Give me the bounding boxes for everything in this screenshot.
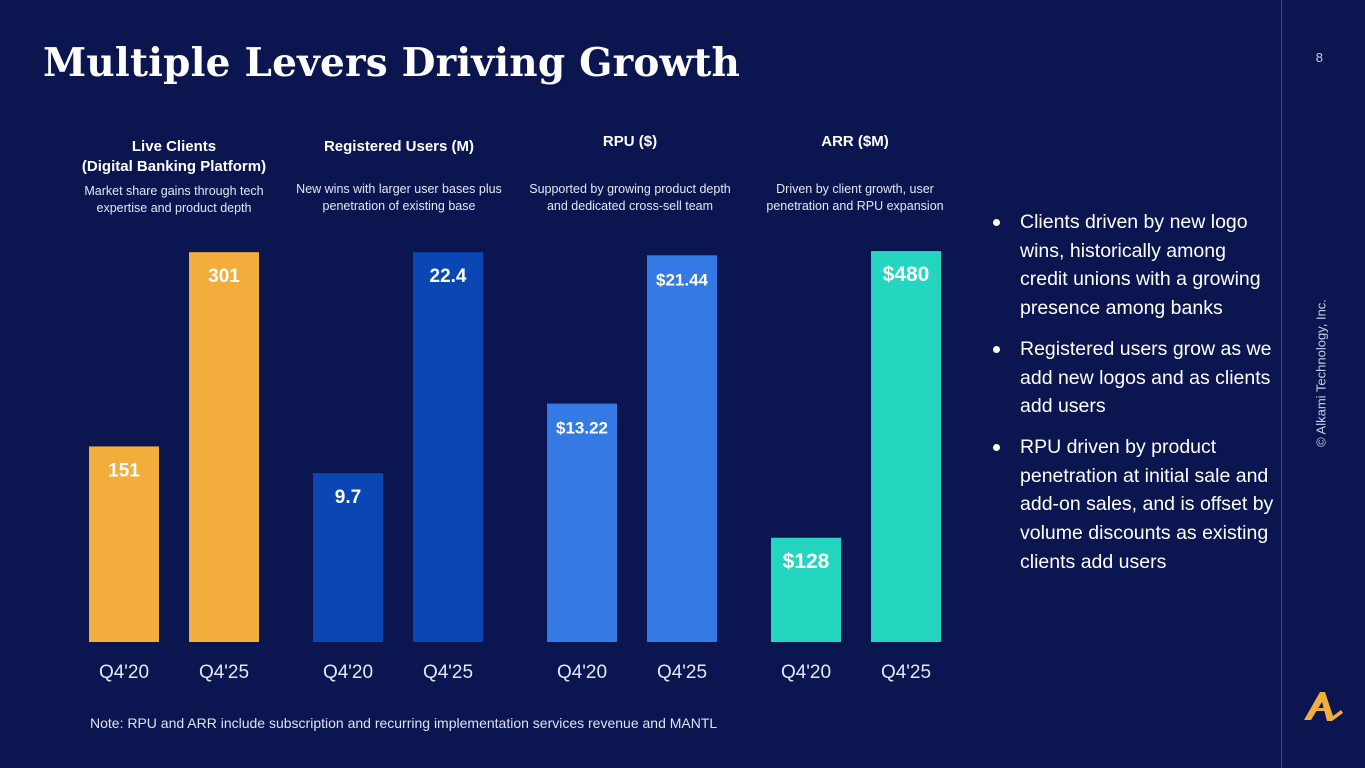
page-title: Multiple Levers Driving Growth [43,40,741,86]
bullet-item: Registered users grow as we add new logo… [990,335,1275,421]
panel-description-line: Driven by client growth, user [776,182,934,196]
bullet-item: RPU driven by product penetration at ini… [990,433,1275,577]
x-tick-label: Q4'20 [557,662,607,683]
bar-3-2 [647,255,717,642]
x-tick-label: Q4'20 [99,662,149,683]
panel-description-line: penetration and RPU expansion [766,199,944,213]
panel-description-line: New wins with larger user bases plus [296,182,502,196]
data-label: $128 [783,550,830,573]
bullet-dot [993,443,1000,451]
panel-description: Market share gains through tech expertis… [54,183,294,217]
data-label: $480 [883,263,930,286]
bar-4-1 [771,537,841,642]
data-label: 9.7 [335,487,361,508]
bar-4-2 [871,251,941,643]
vertical-divider [1281,0,1282,768]
bar-2-1 [313,473,383,642]
key-points-list: Clients driven by new logo wins, histori… [990,208,1275,588]
x-tick-label: Q4'20 [323,662,373,683]
panel-title: Live Clients [131,138,217,155]
page-number: 8 [1315,50,1323,65]
data-label: 151 [108,460,140,481]
bullet-text: Clients driven by new logo wins, histori… [1020,211,1261,320]
panel-description-line: Supported by growing product depth [529,182,731,196]
data-label: $21.44 [656,270,709,289]
data-label: $13.22 [556,419,608,438]
panel-live-clients: Live Clients (Digital Banking Platform) … [54,137,294,217]
panel-title: ARR ($M) [821,133,889,150]
panel-description: New wins with larger user bases plus pen… [279,181,519,215]
alkami-logo-icon [1304,692,1343,721]
panel-description-line: Market share gains through tech [84,184,264,198]
panel-description-line: penetration of existing base [322,199,476,213]
x-tick-label: Q4'25 [423,662,473,683]
bar-1-2 [189,252,259,642]
data-label: 301 [208,266,240,287]
bar-2-2 [413,252,483,642]
x-tick-label: Q4'20 [781,662,831,683]
panel-title: Registered Users (M) [323,138,475,155]
x-tick-label: Q4'25 [199,662,249,683]
bullet-item: Clients driven by new logo wins, histori… [990,208,1275,323]
panel-description-line: expertise and product depth [96,201,252,215]
panel-title: RPU ($) [602,133,658,150]
bar-3-1 [547,403,617,642]
bullet-dot [993,219,1000,226]
x-tick-label: Q4'25 [881,662,931,683]
panel-description-line: and dedicated cross-sell team [546,199,714,213]
bullet-text: RPU driven by product penetration at ini… [1020,435,1274,573]
panel-registered-users: Registered Users (M) New wins with large… [279,137,519,215]
footnote: Note: RPU and ARR include subscription a… [90,715,718,731]
copyright-text: © Alkami Technology, Inc. [1313,299,1329,447]
panel-description: Driven by client growth, user penetratio… [735,181,975,215]
panel-description: Supported by growing product depth and d… [510,181,750,215]
x-tick-label: Q4'25 [657,662,707,683]
bullet-dot [993,345,1000,353]
panel-subtitle: (Digital Banking Platform) [81,158,267,175]
data-label: 22.4 [430,266,467,287]
panel-arr: ARR ($M) Driven by client growth, user p… [735,132,975,215]
panel-rpu: RPU ($) Supported by growing product dep… [510,132,750,215]
growth-bar-charts: 151 Q4'20 301 Q4'25 9.7 Q4'20 22.4 Q4'25 $13.22 Q… [89,251,941,683]
bullet-text: Registered users grow as we add new logo… [1020,337,1272,418]
bar-1-1 [89,446,159,642]
